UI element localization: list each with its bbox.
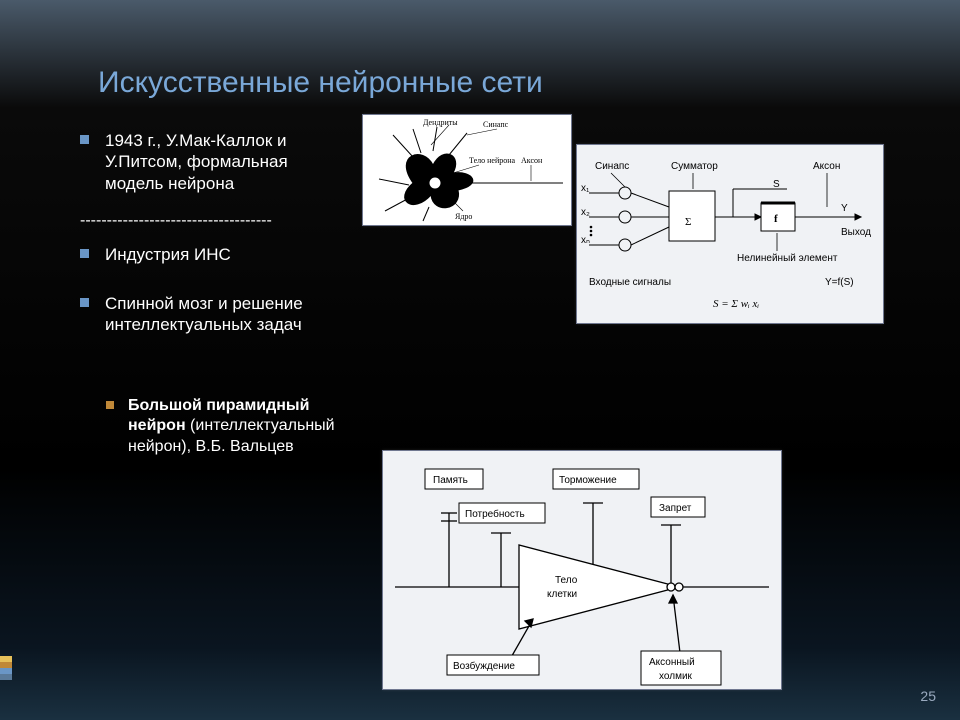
slide-number: 25 (920, 688, 936, 704)
lbl-x1: x₁ (581, 183, 590, 194)
lbl-inhibition: Торможение (559, 475, 617, 486)
bullet-item: 1943 г., У.Мак-Каллок и У.Питсом, формал… (80, 130, 340, 194)
lbl-nucleus: Ядро (455, 212, 472, 221)
lbl-synapse2: Синапс (595, 161, 629, 172)
bullet-icon (80, 135, 89, 144)
lbl-summer: Сумматор (671, 161, 718, 172)
lbl-s: S (773, 179, 780, 190)
lbl-dendrites: Дендриты (423, 118, 458, 127)
pyramidal-svg: Память Торможение Потребность Запрет Тел… (383, 451, 781, 689)
lbl-axon: Аксон (521, 156, 543, 165)
lbl-excite: Возбуждение (453, 660, 515, 672)
lbl-axon-hill1: Аксонный (649, 657, 695, 668)
sub-bullet-text: Большой пирамидный нейрон (интеллектуаль… (128, 396, 340, 458)
lbl-formula1: Y=f(S) (825, 277, 854, 288)
lbl-forbid: Запрет (659, 503, 692, 514)
bio-neuron-svg: Дендриты Синапс Тело нейрона Аксон Ядро (363, 115, 571, 225)
sub-bullet-item: Большой пирамидный нейрон (интеллектуаль… (106, 396, 340, 458)
lbl-out: Выход (841, 227, 871, 238)
lbl-need: Потребность (465, 508, 525, 520)
formal-neuron-svg: Синапс Сумматор Аксон (577, 145, 883, 323)
lbl-axon2: Аксон (813, 161, 840, 172)
divider-line: ------------------------------------ (80, 212, 340, 230)
sub-bullet-icon (106, 401, 114, 409)
bullet-item: Спинной мозг и решение интеллектуальных … (80, 293, 340, 336)
lbl-inputs: Входные сигналы (589, 277, 671, 288)
lbl-x2: x₂ (581, 207, 590, 218)
bullet-text: Спинной мозг и решение интеллектуальных … (105, 293, 340, 336)
bullet-list: 1943 г., У.Мак-Каллок и У.Питсом, формал… (80, 130, 340, 458)
lbl-memory: Память (433, 475, 468, 486)
bullet-icon (80, 298, 89, 307)
bullet-item: Индустрия ИНС (80, 244, 340, 265)
lbl-xn: xₙ (581, 235, 590, 246)
f-symbol: f (774, 213, 778, 225)
diagram-formal-neuron: Синапс Сумматор Аксон (576, 144, 884, 324)
diagram-pyramidal-neuron: Память Торможение Потребность Запрет Тел… (382, 450, 782, 690)
sigma-symbol: Σ (685, 216, 691, 228)
slide-title: Искусственные нейронные сети (98, 66, 543, 100)
lbl-y: Y (841, 203, 848, 214)
lbl-nonlinear: Нелинейный элемент (737, 253, 838, 264)
bullet-text: Индустрия ИНС (105, 244, 231, 265)
lbl-formula2: S = Σ wᵢ xᵢ (713, 298, 759, 310)
bullet-icon (80, 249, 89, 258)
lbl-body3: Тело (555, 575, 578, 586)
lbl-axon-hill2: холмик (659, 671, 693, 682)
lbl-body3b: клетки (547, 589, 577, 600)
accent-stripe (0, 674, 12, 680)
lbl-body: Тело нейрона (469, 156, 516, 165)
lbl-synapse: Синапс (483, 120, 509, 129)
bullet-text: 1943 г., У.Мак-Каллок и У.Питсом, формал… (105, 130, 340, 194)
diagram-bio-neuron: Дендриты Синапс Тело нейрона Аксон Ядро (362, 114, 572, 226)
